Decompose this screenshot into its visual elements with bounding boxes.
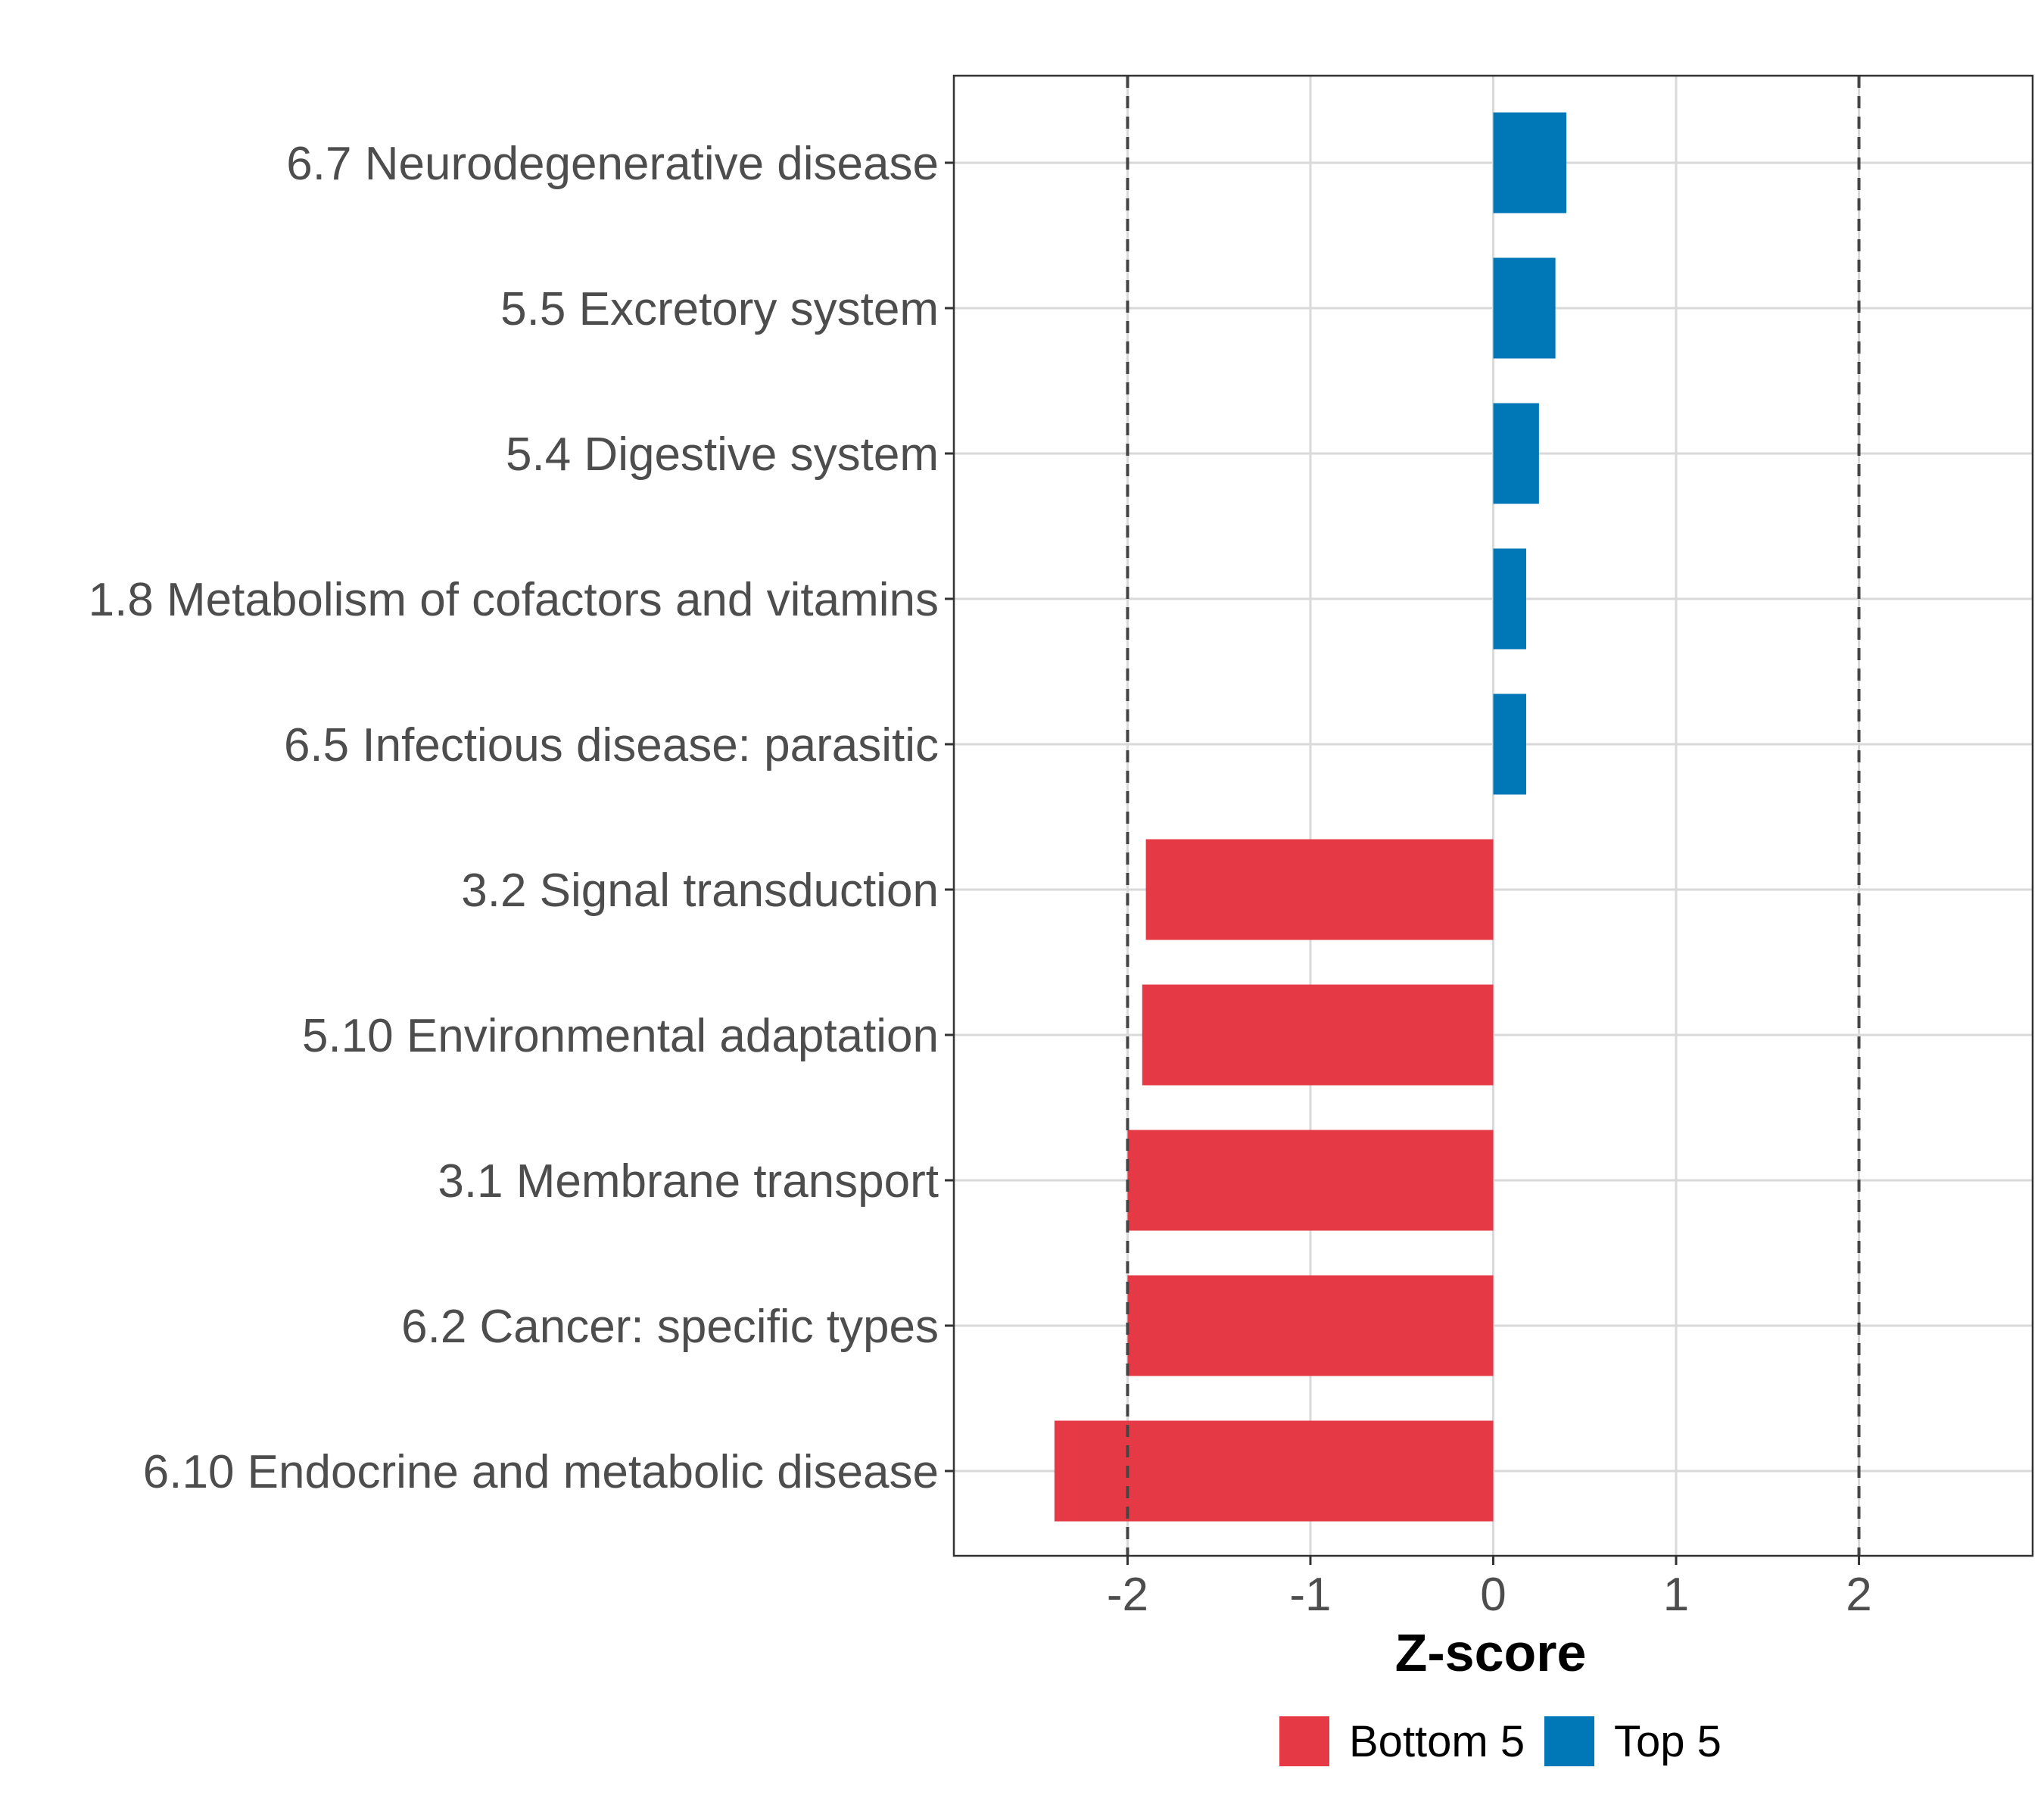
bar-bottom-8 [1127, 1130, 1494, 1231]
bar-top-2 [1493, 257, 1556, 359]
x-tick-label: -1 [1289, 1569, 1331, 1621]
x-axis: -2 -1 0 1 2 [1107, 1556, 1872, 1621]
x-axis-title: Z-score [1395, 1623, 1587, 1682]
bar-top-3 [1493, 403, 1539, 504]
y-tick-label: 5.4 Digestive system [506, 429, 939, 481]
y-tick-label: 5.10 Environmental adaptation [302, 1010, 939, 1062]
bar-top-4 [1493, 548, 1526, 650]
bar-bottom-7 [1142, 984, 1494, 1086]
bar-top-1 [1493, 112, 1567, 213]
legend: Bottom 5 Top 5 [1279, 1716, 1722, 1766]
x-tick-label: 1 [1663, 1569, 1689, 1621]
y-tick-label: 6.2 Cancer: specific types [401, 1301, 939, 1353]
legend-key-top-5 [1544, 1716, 1594, 1766]
x-tick-label: 0 [1480, 1569, 1506, 1621]
bar-bottom-9 [1127, 1275, 1494, 1376]
x-tick-label: -2 [1107, 1569, 1148, 1621]
y-tick-label: 5.5 Excretory system [500, 283, 939, 335]
bar-bottom-6 [1145, 839, 1494, 940]
bars [1054, 112, 1567, 1522]
bar-top-5 [1493, 693, 1526, 795]
y-tick-label: 1.8 Metabolism of cofactors and vitamins [89, 574, 939, 626]
bar-bottom-10 [1054, 1420, 1494, 1522]
y-tick-label: 3.1 Membrane transport [438, 1155, 939, 1208]
legend-label: Top 5 [1614, 1717, 1722, 1766]
y-tick-label: 6.7 Neurodegenerative disease [286, 138, 939, 190]
y-tick-label: 6.10 Endocrine and metabolic disease [143, 1446, 939, 1498]
y-axis: 6.7 Neurodegenerative disease 5.5 Excreto… [89, 138, 954, 1498]
x-tick-label: 2 [1846, 1569, 1871, 1621]
legend-key-bottom-5 [1279, 1716, 1329, 1766]
y-tick-label: 6.5 Infectious disease: parasitic [284, 719, 939, 771]
y-tick-label: 3.2 Signal transduction [461, 865, 939, 917]
reference-lines [1126, 76, 1861, 1556]
legend-label: Bottom 5 [1349, 1717, 1525, 1766]
